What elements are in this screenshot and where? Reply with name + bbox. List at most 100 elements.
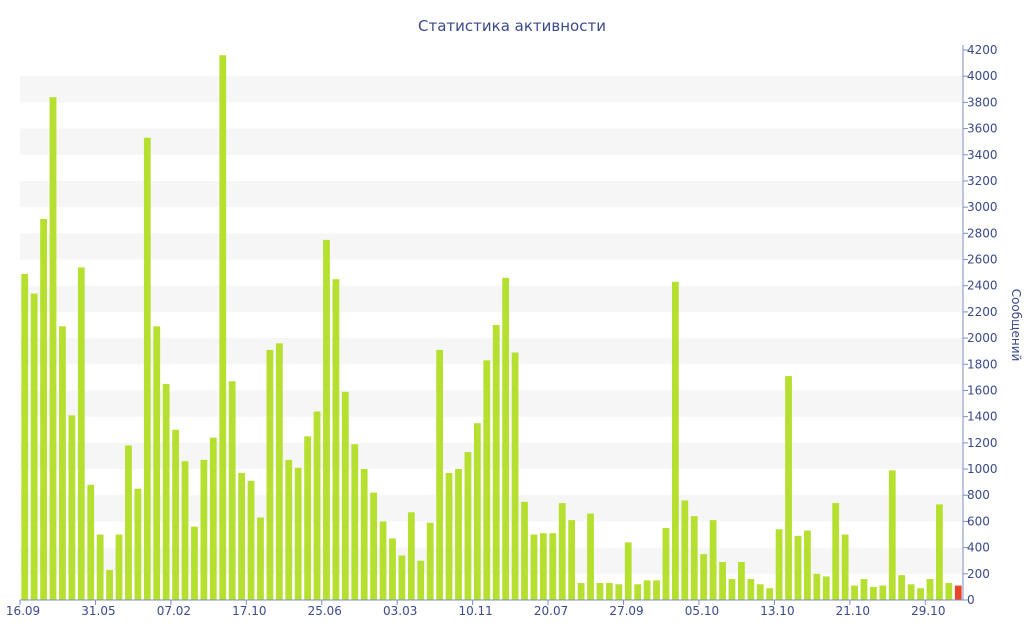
x-tick-label: 17.10 xyxy=(232,604,266,618)
y-tick-label: 1600 xyxy=(967,383,998,397)
bar xyxy=(332,279,340,600)
bar xyxy=(351,444,359,600)
y-tick-label: 2400 xyxy=(967,279,998,293)
y-tick-label: 1200 xyxy=(967,436,998,450)
bar xyxy=(587,513,594,600)
y-tick-label: 2800 xyxy=(967,226,998,240)
grid-band xyxy=(20,442,963,470)
bar xyxy=(634,584,642,600)
bar xyxy=(709,520,717,600)
y-tick-label: 3800 xyxy=(967,95,998,109)
bar xyxy=(77,267,85,600)
bar xyxy=(888,470,896,600)
bar xyxy=(30,293,38,600)
y-tick-label: 600 xyxy=(967,514,990,528)
grid-band xyxy=(20,285,963,312)
y-tick-label: 3200 xyxy=(967,174,998,188)
bar xyxy=(370,492,378,600)
bar xyxy=(813,573,821,600)
bar xyxy=(389,538,396,600)
bar xyxy=(530,534,538,600)
grid-band xyxy=(20,76,963,103)
bar xyxy=(209,437,217,600)
x-tick-label: 27.09 xyxy=(609,604,643,618)
bar xyxy=(360,469,368,600)
bar xyxy=(304,436,312,600)
bar xyxy=(464,452,472,600)
x-tick-label: 13.10 xyxy=(760,604,794,618)
y-tick-label: 2600 xyxy=(967,253,998,267)
bar xyxy=(247,480,255,600)
bar xyxy=(511,352,519,600)
bar xyxy=(162,383,170,600)
y-tick-label: 800 xyxy=(967,488,990,502)
bar xyxy=(681,500,689,600)
bar xyxy=(653,580,660,600)
bar xyxy=(700,554,708,600)
bar xyxy=(643,580,651,600)
grid-band xyxy=(20,180,963,208)
bar xyxy=(615,584,623,600)
x-tick-label: 31.05 xyxy=(81,604,115,618)
bar xyxy=(153,326,161,600)
bar xyxy=(898,575,906,600)
bar xyxy=(851,585,858,600)
bar xyxy=(87,484,95,600)
bar xyxy=(804,530,811,600)
bar xyxy=(294,467,302,600)
bar xyxy=(238,472,245,600)
y-tick-label: 1000 xyxy=(967,462,998,476)
x-tick-label: 03.03 xyxy=(383,604,417,618)
bar xyxy=(907,584,915,600)
bar xyxy=(68,415,76,600)
bar xyxy=(738,562,745,600)
x-tick-label: 20.07 xyxy=(534,604,568,618)
bar xyxy=(671,281,679,600)
x-tick-label: 29.10 xyxy=(911,604,945,618)
bar xyxy=(483,360,491,600)
bar xyxy=(228,381,236,600)
y-tick-label: 1800 xyxy=(967,357,998,371)
bar xyxy=(219,55,227,601)
grid-bands xyxy=(20,76,963,574)
x-tick-label: 10.11 xyxy=(458,604,492,618)
bar xyxy=(285,459,293,600)
bar xyxy=(96,534,104,600)
y-tick-label: 4000 xyxy=(967,69,998,83)
bar xyxy=(690,516,698,600)
x-tick-label: 21.10 xyxy=(836,604,870,618)
y-tick-label: 4200 xyxy=(967,43,998,57)
grid-band xyxy=(20,338,963,365)
bar xyxy=(492,325,500,600)
bar xyxy=(605,582,613,600)
y-tick-label: 1400 xyxy=(967,410,998,424)
x-tick-label: 05.10 xyxy=(685,604,719,618)
bar xyxy=(822,576,830,600)
bar xyxy=(662,527,670,600)
bar xyxy=(59,326,66,600)
y-tick-label: 2200 xyxy=(967,305,998,319)
grid-band xyxy=(20,495,963,522)
bar xyxy=(341,391,349,600)
axes: 0 200 400 600 800 1000 1200 1400 1600 1800 2000 220… xyxy=(6,43,998,618)
bar xyxy=(257,517,264,600)
bar xyxy=(945,582,953,600)
grid-band xyxy=(20,233,963,260)
bar xyxy=(766,588,774,600)
bar xyxy=(719,562,726,600)
bar xyxy=(191,526,198,600)
bar xyxy=(728,579,736,600)
bar xyxy=(436,349,444,600)
bar xyxy=(521,501,528,600)
chart-title: Статистика активности xyxy=(418,17,606,35)
bar-series xyxy=(21,55,962,601)
bar xyxy=(172,429,179,600)
bar xyxy=(568,520,576,600)
bar xyxy=(954,585,962,600)
bar xyxy=(841,534,849,600)
bar xyxy=(49,97,57,600)
bar xyxy=(134,488,142,600)
y-tick-label: 400 xyxy=(967,541,990,555)
bar xyxy=(596,582,604,600)
